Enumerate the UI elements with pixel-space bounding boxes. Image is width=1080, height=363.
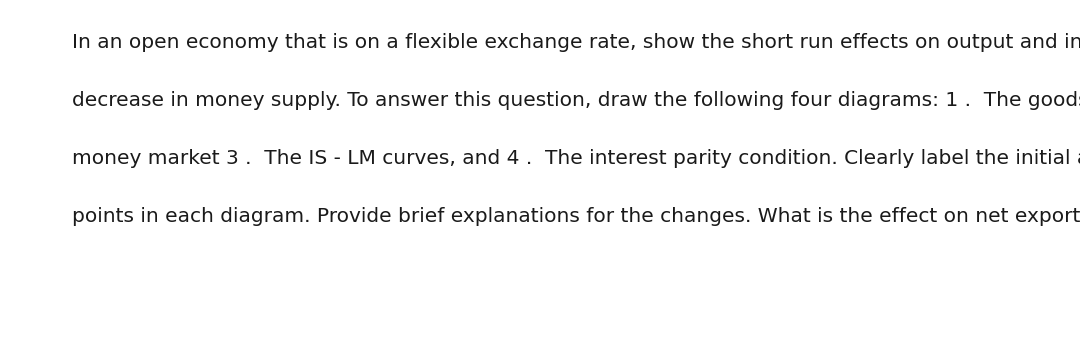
Text: points in each diagram. Provide brief explanations for the changes. What is the : points in each diagram. Provide brief ex… xyxy=(72,207,1080,226)
Text: In an open economy that is on a flexible exchange rate, show the short run effec: In an open economy that is on a flexible… xyxy=(72,33,1080,52)
Text: money market 3 .  The IS - LM curves, and 4 .  The interest parity condition. Cl: money market 3 . The IS - LM curves, and… xyxy=(72,149,1080,168)
Text: decrease in money supply. To answer this question, draw the following four diagr: decrease in money supply. To answer this… xyxy=(72,91,1080,110)
